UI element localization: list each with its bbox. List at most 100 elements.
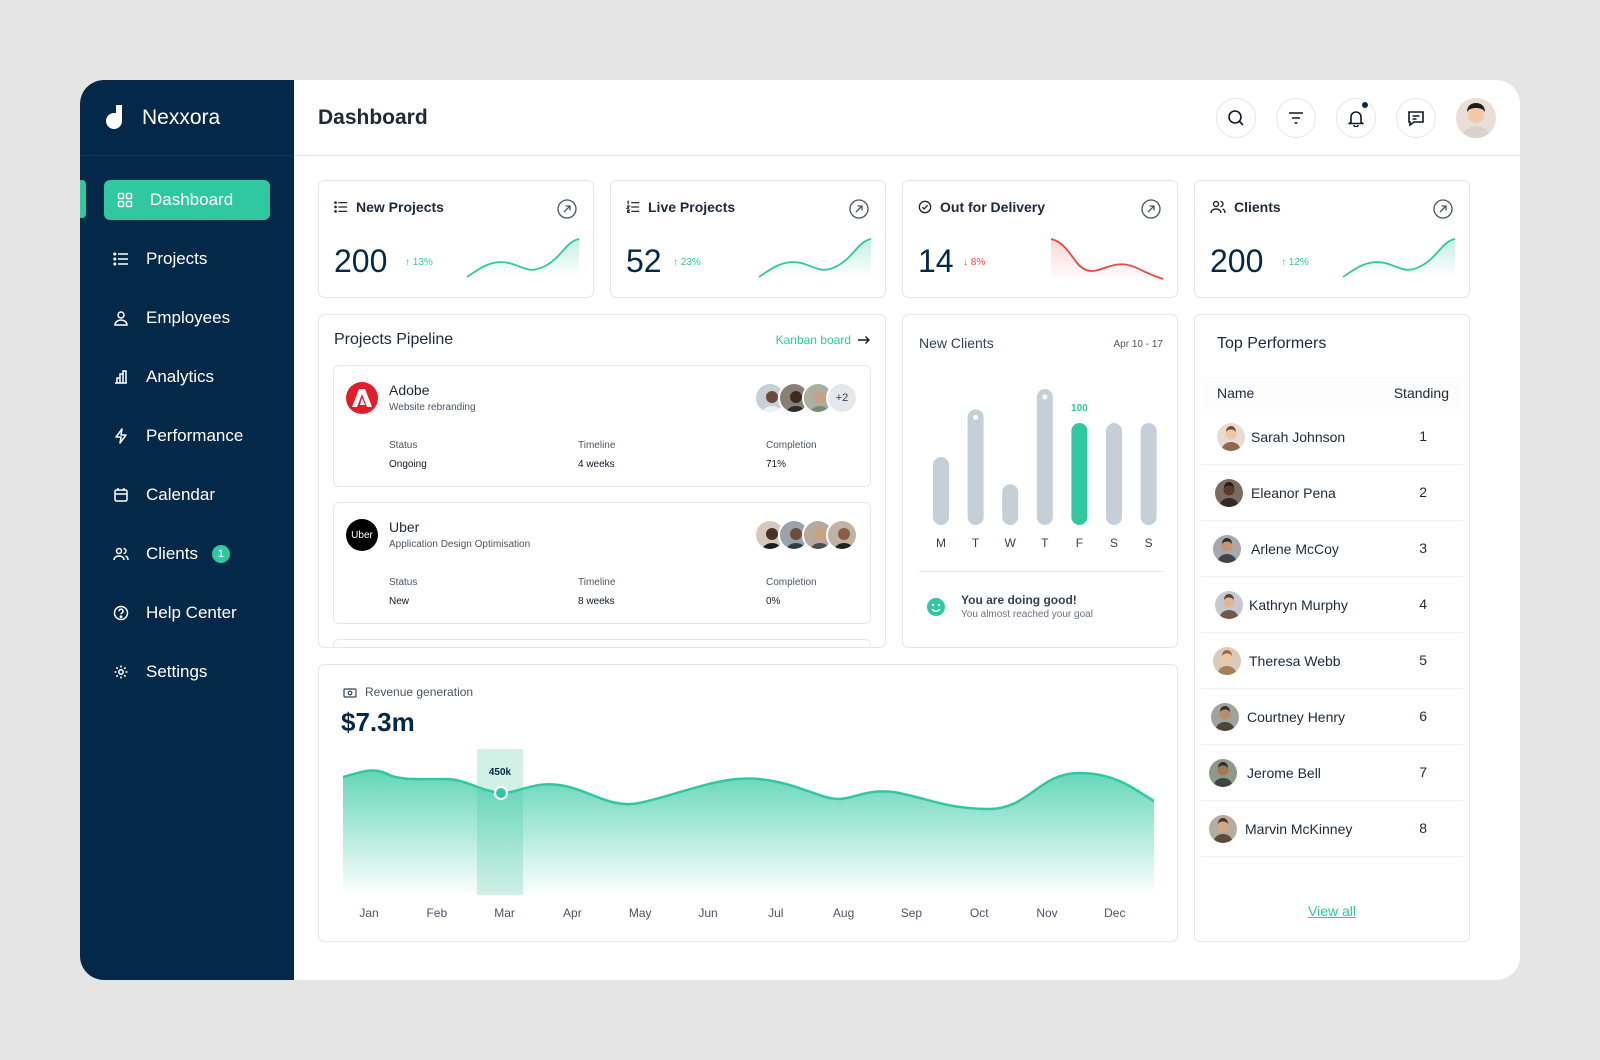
performer-row[interactable]: Arlene McCoy 3: [1201, 521, 1463, 577]
sidebar-item-calendar[interactable]: Calendar: [104, 475, 270, 515]
stat-card-out-for-delivery[interactable]: Out for Delivery 14 ↓ 8%: [902, 180, 1178, 298]
x-tick-label: May: [629, 906, 652, 920]
search-button[interactable]: [1216, 98, 1256, 138]
sidebar-item-employees[interactable]: Employees: [104, 298, 270, 338]
stat-card-live-projects[interactable]: Live Projects 52 ↑ 23%: [610, 180, 886, 298]
performers-table-header: Name Standing: [1201, 377, 1463, 409]
completion-value: 71%: [766, 459, 787, 470]
x-tick-label: Apr: [563, 906, 582, 920]
user-icon: [112, 309, 130, 327]
performer-row[interactable]: Eleanor Pena 2: [1201, 465, 1463, 521]
kanban-board-link[interactable]: Kanban board: [776, 333, 871, 347]
active-indicator: [80, 180, 86, 218]
bar-chart-icon: [112, 368, 130, 386]
avatar: [1215, 591, 1243, 619]
bar-T-3[interactable]: [1036, 389, 1053, 525]
x-tick-label: Sep: [901, 906, 923, 920]
filter-button[interactable]: [1276, 98, 1316, 138]
avatar: [826, 519, 858, 551]
stat-header: Live Projects: [626, 199, 735, 215]
performer-row[interactable]: Sarah Johnson 1: [1201, 409, 1463, 465]
project-timeline: Timeline 4 weeks: [578, 440, 615, 470]
project-description: Application Design Optimisation: [389, 539, 531, 550]
view-all-link[interactable]: View all: [1308, 903, 1356, 919]
topbar: Dashboard: [294, 80, 1520, 156]
pipeline-title: Projects Pipeline: [334, 331, 454, 348]
performer-row[interactable]: Theresa Webb 5: [1201, 633, 1463, 689]
arrow-up-right-icon[interactable]: [1141, 199, 1161, 219]
project-card-partial[interactable]: [333, 639, 871, 647]
avatar: [1209, 815, 1237, 843]
bar-T-1[interactable]: [967, 409, 984, 525]
sidebar-item-dashboard[interactable]: Dashboard: [104, 180, 270, 220]
bar-M-0[interactable]: [933, 457, 949, 525]
sidebar-item-label: Projects: [146, 249, 208, 268]
top-performers-title: Top Performers: [1217, 335, 1327, 352]
search-icon: [1228, 110, 1244, 126]
project-card-adobe[interactable]: Adobe Website rebranding +2 Status Ongoi…: [333, 365, 871, 487]
performer-name: Jerome Bell: [1247, 765, 1321, 781]
stat-value: 200: [1210, 243, 1264, 279]
project-description: Website rebranding: [389, 402, 476, 413]
highlight-point[interactable]: [494, 786, 508, 800]
x-tick-label: Jan: [359, 906, 378, 920]
bar-W-2[interactable]: [1002, 484, 1019, 525]
user-avatar[interactable]: [1456, 98, 1496, 138]
sidebar-item-settings[interactable]: Settings: [104, 652, 270, 692]
x-tick-label: S: [1145, 536, 1153, 550]
date-range[interactable]: Apr 10 - 17: [1113, 339, 1163, 350]
notification-dot: [1361, 101, 1369, 109]
sidebar-item-performance[interactable]: Performance: [104, 416, 270, 456]
gear-icon: [112, 663, 130, 681]
performer-standing: 6: [1419, 708, 1427, 724]
x-tick-label: Jun: [698, 906, 717, 920]
arrow-up-right-icon[interactable]: [849, 199, 869, 219]
column-name: Name: [1217, 385, 1255, 401]
chat-icon: [1408, 111, 1424, 127]
notifications-button[interactable]: [1336, 98, 1376, 138]
sidebar-item-help-center[interactable]: Help Center: [104, 593, 270, 633]
status-label: Status: [389, 577, 418, 588]
performer-row[interactable]: Courtney Henry 6: [1201, 689, 1463, 745]
bar-F-4[interactable]: [1071, 423, 1088, 525]
grid-icon: [116, 191, 134, 209]
stat-value: 200: [334, 243, 388, 279]
project-team-avatars[interactable]: +2: [754, 382, 858, 414]
brand[interactable]: Nexxora: [80, 80, 294, 156]
stat-card-clients[interactable]: Clients 200 ↑ 12%: [1194, 180, 1470, 298]
project-card-uber[interactable]: Uber Uber Application Design Optimisatio…: [333, 502, 871, 624]
x-tick-label: Aug: [833, 906, 854, 920]
highlight-value-label: 450k: [489, 767, 512, 778]
project-completion: Completion 0%: [766, 577, 817, 607]
sidebar-item-projects[interactable]: Projects: [104, 239, 270, 279]
performer-row[interactable]: Jerome Bell 7: [1201, 745, 1463, 801]
x-tick-label: Feb: [426, 906, 447, 920]
performer-row[interactable]: Marvin McKinney 8: [1201, 801, 1463, 857]
arrow-up-right-icon[interactable]: [1433, 199, 1453, 219]
x-tick-label: S: [1110, 536, 1118, 550]
status-label: Status: [389, 440, 418, 451]
performer-name: Theresa Webb: [1249, 653, 1341, 669]
uber-logo: Uber: [346, 519, 378, 551]
performer-standing: 2: [1419, 484, 1427, 500]
stat-delta: ↑ 13%: [405, 257, 433, 268]
x-tick-label: Mar: [494, 906, 515, 920]
bar-S-5[interactable]: [1106, 423, 1122, 525]
arrow-up-right-icon[interactable]: [557, 199, 577, 219]
avatar: [1215, 479, 1243, 507]
messages-button[interactable]: [1396, 98, 1436, 138]
project-name: Adobe: [389, 382, 430, 398]
sidebar-item-analytics[interactable]: Analytics: [104, 357, 270, 397]
sidebar-item-label: Employees: [146, 308, 231, 327]
performer-name: Arlene McCoy: [1251, 541, 1339, 557]
performer-row[interactable]: Kathryn Murphy 4: [1201, 577, 1463, 633]
column-standing: Standing: [1393, 385, 1449, 401]
stat-header: Out for Delivery: [918, 199, 1045, 215]
project-team-avatars[interactable]: [754, 519, 858, 551]
bar-S-6[interactable]: [1140, 423, 1157, 525]
sidebar-item-clients[interactable]: Clients 1: [104, 534, 270, 574]
x-tick-label: M: [936, 536, 946, 550]
project-name: Uber: [389, 519, 420, 535]
new-clients-card: New Clients Apr 10 - 17 M T W T 100 F S S You a…: [902, 314, 1178, 648]
stat-card-new-projects[interactable]: New Projects 200 ↑ 13%: [318, 180, 594, 298]
